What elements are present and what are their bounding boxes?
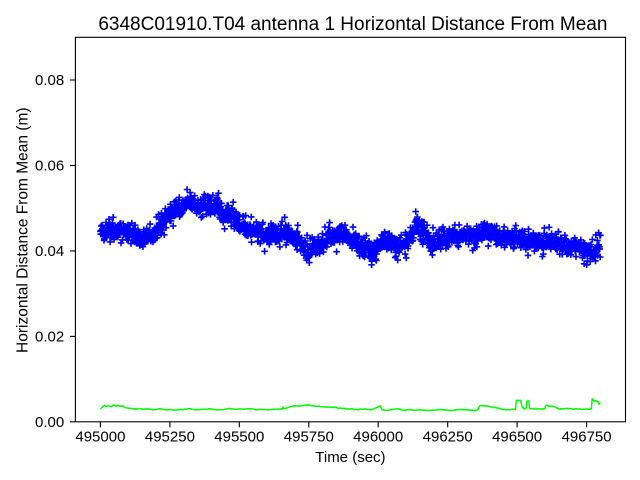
- svg-text:0.08: 0.08: [35, 72, 64, 89]
- svg-text:Time (sec): Time (sec): [315, 449, 385, 466]
- svg-text:0.00: 0.00: [35, 414, 64, 431]
- svg-text:6348C01910.T04 antenna 1 Horiz: 6348C01910.T04 antenna 1 Horizontal Dist…: [98, 14, 607, 35]
- svg-text:0.06: 0.06: [35, 158, 64, 175]
- svg-text:495000: 495000: [75, 429, 125, 446]
- svg-text:Horizontal Distance From Mean: Horizontal Distance From Mean (m): [14, 107, 31, 352]
- svg-text:495250: 495250: [145, 429, 195, 446]
- svg-text:496000: 496000: [353, 429, 403, 446]
- svg-text:496250: 496250: [423, 429, 473, 446]
- svg-text:496750: 496750: [562, 429, 612, 446]
- svg-text:496500: 496500: [492, 429, 542, 446]
- svg-text:495500: 495500: [214, 429, 264, 446]
- svg-text:0.02: 0.02: [35, 329, 64, 346]
- svg-text:495750: 495750: [284, 429, 334, 446]
- svg-text:0.04: 0.04: [35, 243, 64, 260]
